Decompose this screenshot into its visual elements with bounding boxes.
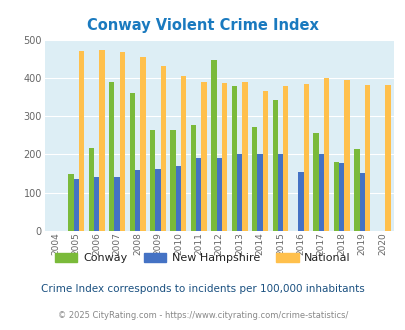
Bar: [353, 149, 359, 231]
Bar: [160, 66, 166, 231]
Bar: [155, 169, 160, 231]
Text: © 2025 CityRating.com - https://www.cityrating.com/crime-statistics/: © 2025 CityRating.com - https://www.city…: [58, 311, 347, 320]
Bar: [129, 93, 134, 231]
Bar: [277, 154, 282, 231]
Bar: [262, 91, 267, 231]
Bar: [252, 127, 257, 231]
Bar: [384, 85, 390, 231]
Text: Crime Index corresponds to incidents per 100,000 inhabitants: Crime Index corresponds to incidents per…: [41, 284, 364, 294]
Bar: [333, 162, 338, 231]
Bar: [94, 178, 99, 231]
Bar: [119, 52, 125, 231]
Bar: [222, 83, 227, 231]
Bar: [237, 154, 242, 231]
Bar: [134, 170, 140, 231]
Bar: [73, 179, 79, 231]
Bar: [201, 82, 206, 231]
Bar: [364, 85, 369, 231]
Bar: [89, 148, 94, 231]
Bar: [359, 173, 364, 231]
Bar: [140, 57, 145, 231]
Bar: [257, 154, 262, 231]
Bar: [68, 174, 73, 231]
Bar: [343, 80, 349, 231]
Bar: [298, 173, 303, 231]
Bar: [99, 50, 104, 231]
Bar: [323, 78, 328, 231]
Bar: [196, 158, 201, 231]
Bar: [170, 130, 175, 231]
Bar: [231, 86, 237, 231]
Bar: [109, 82, 114, 231]
Bar: [190, 125, 196, 231]
Bar: [272, 100, 277, 231]
Text: Conway Violent Crime Index: Conway Violent Crime Index: [87, 18, 318, 33]
Bar: [282, 86, 288, 231]
Bar: [216, 158, 222, 231]
Bar: [313, 133, 318, 231]
Bar: [242, 82, 247, 231]
Bar: [303, 83, 308, 231]
Bar: [338, 163, 343, 231]
Bar: [318, 154, 323, 231]
Bar: [175, 166, 181, 231]
Bar: [150, 130, 155, 231]
Bar: [181, 76, 186, 231]
Legend: Conway, New Hampshire, National: Conway, New Hampshire, National: [51, 248, 354, 268]
Bar: [114, 178, 119, 231]
Bar: [211, 59, 216, 231]
Bar: [79, 51, 84, 231]
